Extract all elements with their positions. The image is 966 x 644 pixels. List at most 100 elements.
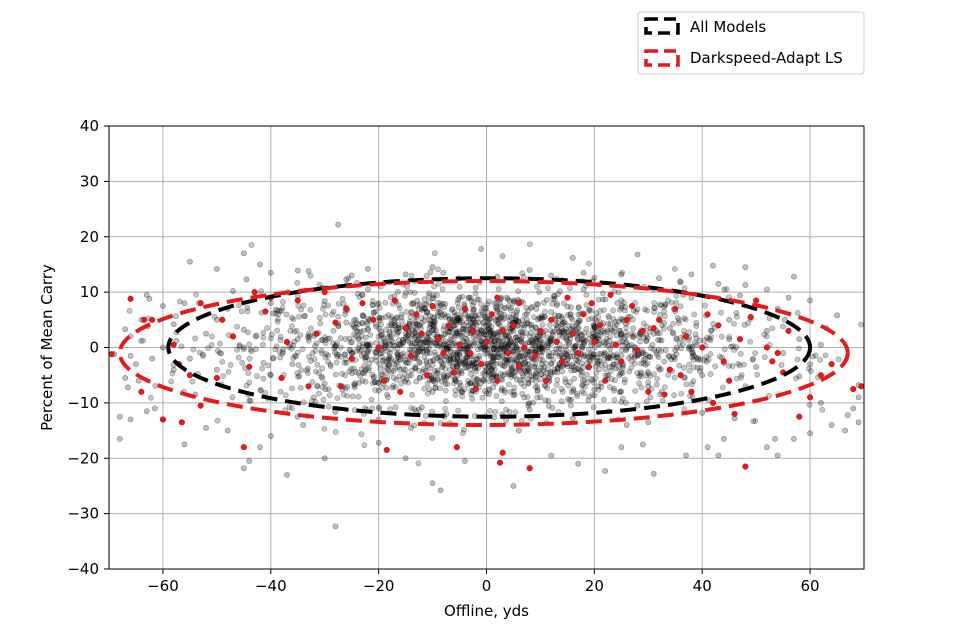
data-point-all-models (472, 319, 478, 326)
data-point-all-models (817, 341, 824, 348)
data-point-all-models (407, 289, 414, 295)
data-point-all-models (518, 380, 525, 387)
data-point-all-models (393, 315, 400, 321)
data-point-all-models (396, 324, 402, 331)
data-point-all-models (554, 369, 561, 376)
data-point-all-models (676, 362, 683, 369)
data-point-all-models (501, 305, 508, 311)
data-point-all-models (424, 309, 430, 315)
data-point-all-models (170, 366, 177, 373)
data-point-all-models (497, 322, 503, 329)
data-point-all-models (485, 369, 492, 376)
data-point-all-models (575, 330, 582, 337)
data-point-all-models (413, 329, 419, 336)
data-point-all-models (819, 406, 826, 413)
data-point-all-models (493, 393, 500, 399)
data-point-all-models (658, 337, 665, 344)
data-point-darkspeed (149, 316, 156, 323)
data-point-all-models (673, 336, 680, 343)
data-point-all-models (426, 325, 433, 331)
data-point-darkspeed (494, 377, 501, 384)
data-point-all-models (361, 327, 367, 334)
data-point-all-models (855, 394, 862, 401)
data-point-all-models (498, 314, 504, 321)
data-point-all-models (348, 272, 355, 279)
data-point-all-models (497, 370, 504, 377)
data-point-all-models (243, 276, 250, 283)
data-point-all-models (608, 376, 615, 383)
data-point-all-models (499, 344, 506, 351)
data-point-all-models (294, 279, 301, 286)
data-point-all-models (178, 343, 185, 350)
data-point-all-models (505, 381, 512, 388)
data-point-all-models (480, 376, 486, 383)
data-point-all-models (379, 371, 386, 378)
data-point-all-models (356, 379, 362, 386)
data-point-all-models (419, 345, 426, 352)
data-point-all-models (208, 342, 215, 348)
data-point-all-models (412, 326, 419, 333)
data-point-all-models (355, 329, 362, 336)
data-point-all-models (475, 312, 482, 319)
data-point-all-models (309, 350, 316, 357)
data-point-all-models (516, 377, 523, 383)
data-point-all-models (429, 264, 436, 271)
data-point-all-models (611, 397, 618, 403)
data-point-all-models (504, 337, 511, 343)
data-point-all-models (585, 353, 592, 360)
data-point-all-models (305, 268, 312, 274)
data-point-all-models (455, 316, 462, 323)
data-point-all-models (618, 347, 625, 354)
data-point-all-models (305, 330, 312, 337)
data-point-all-models (591, 274, 598, 281)
data-point-all-models (510, 340, 517, 346)
data-point-all-models (394, 329, 401, 336)
data-point-all-models (533, 378, 540, 385)
data-point-all-models (526, 406, 533, 413)
data-point-all-models (459, 388, 465, 395)
data-point-all-models (275, 311, 282, 317)
data-point-all-models (274, 307, 281, 314)
data-point-all-models (320, 396, 327, 403)
data-point-all-models (454, 317, 461, 324)
data-point-all-models (568, 388, 575, 395)
data-point-all-models (817, 356, 824, 363)
data-point-all-models (570, 353, 577, 360)
data-point-darkspeed (618, 358, 625, 365)
data-point-all-models (384, 391, 391, 398)
data-point-all-models (651, 309, 657, 315)
data-point-all-models (530, 372, 537, 378)
data-point-all-models (774, 452, 781, 459)
data-point-all-models (575, 358, 581, 365)
data-point-all-models (470, 339, 477, 345)
data-point-all-models (596, 337, 603, 343)
data-point-darkspeed (109, 351, 115, 358)
data-point-all-models (348, 350, 355, 356)
data-point-all-models (565, 396, 571, 402)
data-point-all-models (359, 291, 365, 298)
data-point-all-models (387, 334, 393, 340)
data-point-all-models (402, 378, 409, 385)
data-point-all-models (568, 363, 575, 370)
data-point-all-models (427, 318, 434, 325)
data-point-all-models (526, 339, 533, 346)
data-point-all-models (181, 441, 188, 448)
data-point-all-models (673, 299, 680, 306)
data-point-all-models (505, 369, 511, 376)
data-point-all-models (496, 309, 503, 316)
data-point-darkspeed (656, 316, 663, 323)
data-point-all-models (502, 371, 508, 378)
data-point-all-models (619, 269, 626, 276)
data-point-all-models (691, 353, 697, 359)
data-point-all-models (425, 293, 432, 299)
data-point-all-models (605, 320, 612, 327)
data-point-all-models (561, 300, 567, 307)
data-point-all-models (424, 390, 431, 397)
data-point-all-models (321, 298, 328, 304)
data-point-all-models (764, 327, 770, 334)
data-point-all-models (447, 356, 454, 363)
data-point-all-models (516, 354, 522, 361)
data-point-all-models (305, 365, 311, 372)
data-point-darkspeed (337, 383, 344, 390)
data-point-all-models (349, 370, 355, 377)
